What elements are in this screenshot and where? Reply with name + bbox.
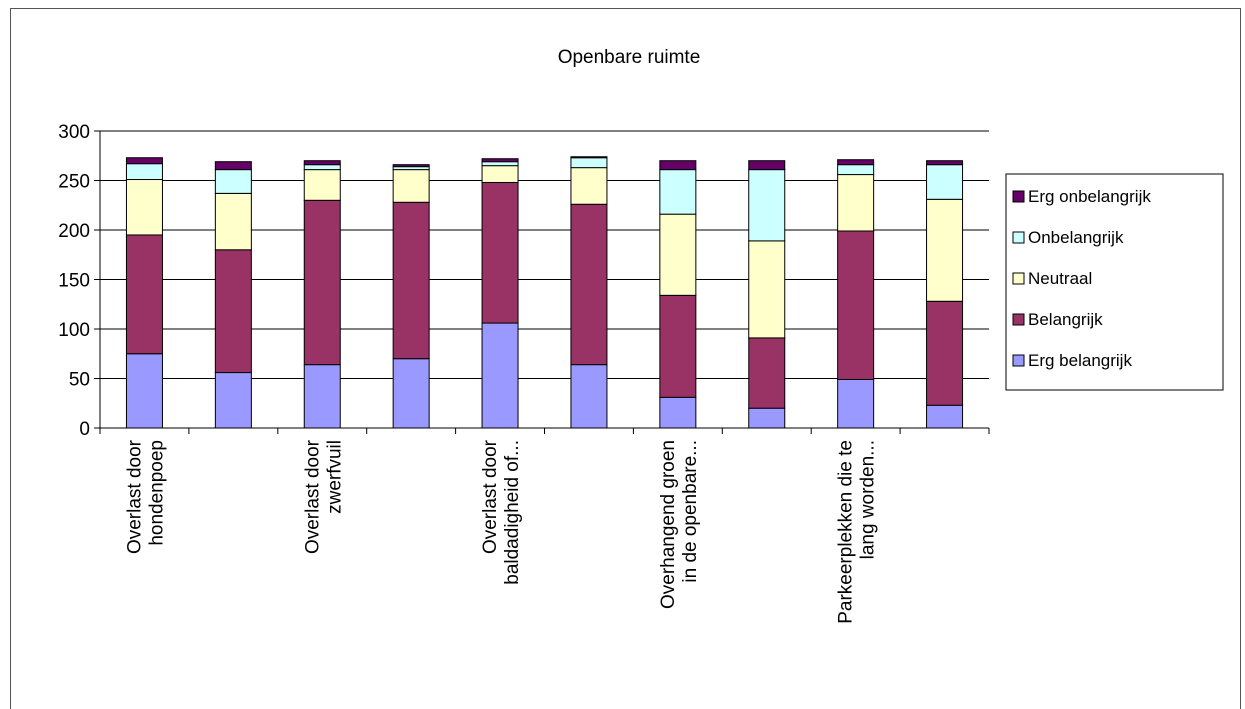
bar-segment-erg-belangrijk-1: [214, 372, 252, 429]
bar-segment-onbelangrijk-4: [481, 161, 519, 167]
x-tick-label-line: Overlast door: [124, 439, 145, 554]
bar-segment-erg-onbelangrijk-5: [570, 156, 608, 159]
chart-area: Openbare ruimte 0 50 100 150 200 250 300 Overl…: [10, 8, 1241, 709]
bar-segment-onbelangrijk-7: [748, 169, 786, 242]
y-tick-label: 150: [58, 271, 90, 292]
bar-segment-erg-belangrijk-0: [125, 353, 163, 429]
bars: [125, 156, 964, 429]
y-tick-label: 300: [58, 122, 90, 143]
legend-label: Erg onbelangrijk: [1028, 187, 1151, 206]
bar-segment-erg-belangrijk-6: [659, 396, 697, 429]
legend-swatch: [1012, 272, 1025, 285]
bar-segment-neutraal-4: [481, 165, 519, 183]
bar-segment-erg-onbelangrijk-1: [214, 161, 252, 171]
bar-segment-neutraal-0: [125, 179, 163, 236]
x-tick-label-line: Overlast door: [302, 439, 323, 554]
x-tick-label: Overhangend groen in de openbare...: [658, 440, 701, 609]
bar-segment-belangrijk-7: [748, 337, 786, 409]
stacked-bar-chart: Openbare ruimte 0 50 100 150 200 250 300 Overl…: [58, 47, 1224, 624]
bar-segment-onbelangrijk-1: [214, 169, 252, 194]
bar-segment-erg-belangrijk-3: [392, 358, 430, 429]
y-tick-label: 250: [58, 172, 90, 193]
bar-segment-erg-belangrijk-4: [481, 322, 519, 429]
bar-segment-belangrijk-5: [570, 203, 608, 366]
chart-title: Openbare ruimte: [558, 47, 701, 68]
bar-segment-belangrijk-2: [303, 199, 341, 366]
bar-segment-belangrijk-0: [125, 234, 163, 355]
bar-segment-onbelangrijk-9: [926, 164, 964, 200]
bar-segment-belangrijk-8: [837, 230, 875, 380]
x-tick-label: Overlast door hondenpoep: [124, 439, 167, 554]
bar-segment-onbelangrijk-2: [303, 164, 341, 171]
x-tick-label: Overlast door zwerfvuil: [302, 439, 345, 554]
bar-segment-erg-belangrijk-5: [570, 364, 608, 429]
legend-box: [1005, 173, 1224, 391]
y-tick-label: 200: [58, 221, 90, 242]
bar-segment-onbelangrijk-8: [837, 164, 875, 176]
x-tick-label: Parkeerplekken die te lang worden...: [836, 440, 879, 624]
bar-segment-erg-onbelangrijk-0: [125, 157, 163, 165]
x-tick-label-line: in de openbare...: [680, 440, 701, 583]
bar-segment-erg-onbelangrijk-2: [303, 160, 341, 166]
bar-segment-onbelangrijk-5: [570, 157, 608, 169]
legend-label: Erg belangrijk: [1028, 351, 1132, 370]
bar-segment-erg-onbelangrijk-3: [392, 164, 430, 168]
bar-segment-belangrijk-3: [392, 201, 430, 360]
legend-swatch: [1012, 231, 1025, 244]
bar-segment-neutraal-2: [303, 169, 341, 201]
legend-swatch: [1012, 354, 1025, 367]
bar-segment-neutraal-7: [748, 240, 786, 339]
x-tick-label: Overlast door baldadigheid of...: [480, 439, 523, 584]
bar-segment-erg-belangrijk-8: [837, 378, 875, 429]
bar-segment-onbelangrijk-6: [659, 169, 697, 215]
x-axis-labels: Overlast door hondenpoep Overlast door zwer…: [124, 439, 878, 623]
bar-segment-neutraal-3: [392, 169, 430, 203]
bar-segment-erg-onbelangrijk-7: [748, 160, 786, 171]
bar-segment-belangrijk-1: [214, 249, 252, 374]
bar-segment-onbelangrijk-0: [125, 163, 163, 181]
x-tick-label-line: baldadigheid of...: [502, 440, 523, 585]
x-tick-label-line: Overhangend groen: [658, 440, 679, 609]
legend-label: Belangrijk: [1028, 310, 1103, 329]
legend: Erg onbelangrijk Onbelangrijk Neutraal Bela…: [1005, 173, 1224, 391]
bar-segment-neutraal-9: [926, 198, 964, 302]
bar-segment-erg-onbelangrijk-6: [659, 160, 697, 171]
bar-segment-erg-belangrijk-2: [303, 364, 341, 429]
bar-segment-neutraal-8: [837, 174, 875, 232]
y-axis-ticks: 0 50 100 150 200 250 300: [58, 122, 100, 440]
bar-segment-neutraal-6: [659, 213, 697, 296]
y-tick-label: 50: [69, 370, 90, 391]
bar-segment-erg-onbelangrijk-8: [837, 159, 875, 166]
x-tick-label-line: hondenpoep: [146, 440, 167, 546]
axes: [99, 131, 990, 434]
legend-swatch: [1012, 190, 1025, 203]
y-tick-label: 0: [79, 419, 90, 440]
bar-segment-erg-belangrijk-7: [748, 407, 786, 429]
bar-segment-erg-onbelangrijk-9: [926, 160, 964, 166]
legend-label: Onbelangrijk: [1028, 228, 1124, 247]
bar-segment-neutraal-1: [214, 192, 252, 251]
x-tick-label-line: Parkeerplekken die te: [836, 440, 857, 624]
legend-swatch: [1012, 313, 1025, 326]
bar-segment-neutraal-5: [570, 167, 608, 205]
bar-segment-erg-onbelangrijk-4: [481, 158, 519, 163]
y-tick-label: 100: [58, 320, 90, 341]
x-tick-label-line: lang worden...: [858, 440, 879, 559]
legend-label: Neutraal: [1028, 269, 1092, 288]
x-tick-label-line: zwerfvuil: [324, 440, 345, 514]
bar-segment-belangrijk-4: [481, 181, 519, 324]
x-tick-label-line: Overlast door: [480, 439, 501, 554]
bar-segment-erg-belangrijk-9: [926, 404, 964, 429]
bar-segment-belangrijk-6: [659, 294, 697, 398]
bar-segment-belangrijk-9: [926, 300, 964, 406]
